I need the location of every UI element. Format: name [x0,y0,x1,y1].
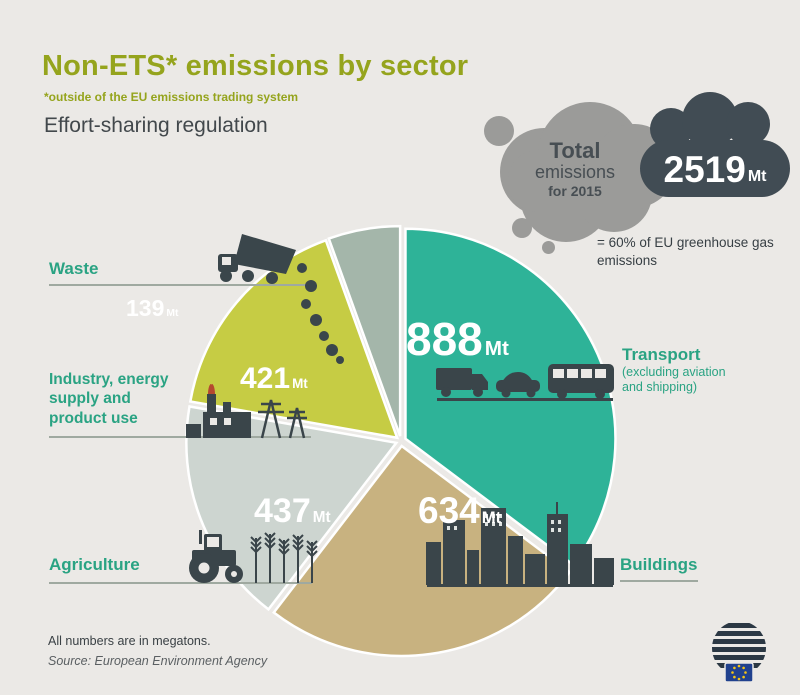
sector-label-transport: Transport [622,345,701,364]
title-footnote: *outside of the EU emissions trading sys… [44,90,299,104]
tractor-and-wheat-icon [189,530,318,583]
cloud-bubble [484,116,514,146]
slice-value-buildings: 634 Mt [418,490,501,532]
total-value-badge [640,140,790,197]
buildings-skyline-icon [426,502,614,585]
total-value: 2519 Mt [642,146,788,194]
total-label-bottom: for 2015 [548,183,602,200]
sector-label-buildings: Buildings [620,555,698,574]
total-label-mid: emissions [534,161,616,182]
slice-value-agriculture: 437 Mt [254,492,331,531]
buildings-value: 634 [418,490,480,531]
badge-cloud-bump [726,102,770,146]
pie-slice-transport [404,227,617,567]
cloud-shape [508,150,658,212]
transport-ground-line [437,398,613,401]
sector-label-industry: Industry, energy supply and product use [49,371,169,427]
waste-value: 139 [126,295,165,321]
sector-sublabel-transport: (excluding aviation and shipping) [622,365,726,394]
pie-slice-buildings [272,444,572,658]
eu-council-logo [712,623,766,683]
cloud-bubble [512,218,532,238]
agriculture-underline [49,582,312,584]
total-value-unit: Mt [747,168,767,185]
transport-value: 888 [406,313,483,365]
slice-value-industry: 421 Mt [240,362,308,396]
footer-note: All numbers are in megatons. [48,634,211,648]
buildings-ground-line [427,584,613,587]
waste-unit: Mt [166,308,179,319]
total-note: = 60% of EU greenhouse gas emissions [597,235,774,268]
subtitle: Effort-sharing regulation [44,114,268,137]
transport-unit: Mt [484,337,509,360]
cloud-bubble [542,241,555,254]
eu-flag-icon [724,662,754,683]
slice-value-transport: 888Mt [406,312,509,366]
buildings-unit: Mt [481,508,502,527]
total-value-number: 2519 [663,149,746,190]
page-title: Non-ETS* emissions by sector [42,50,469,82]
pie-slice-industry [188,238,400,440]
slice-value-waste: 139 Mt [126,295,178,322]
industry-underline [49,436,311,438]
industry-unit: Mt [292,376,308,391]
dump-truck-icon [218,234,344,364]
total-label-top: Total [549,138,601,163]
flame-icon [208,384,215,394]
sector-label-waste: Waste [49,259,99,278]
sector-label-agriculture: Agriculture [49,555,140,574]
waste-underline [49,284,307,286]
agriculture-value: 437 [254,492,311,530]
industry-value: 421 [240,362,291,395]
footer-source: Source: European Environment Agency [48,654,268,668]
transport-vehicles-icon [436,364,614,399]
buildings-underline [620,580,698,582]
factory-and-pylons-icon [186,384,307,439]
total-emissions-label: Total emissions for 2015 [511,139,639,199]
pie-slice-waste [327,224,402,437]
agriculture-unit: Mt [312,509,331,526]
pie-chart [185,224,617,658]
